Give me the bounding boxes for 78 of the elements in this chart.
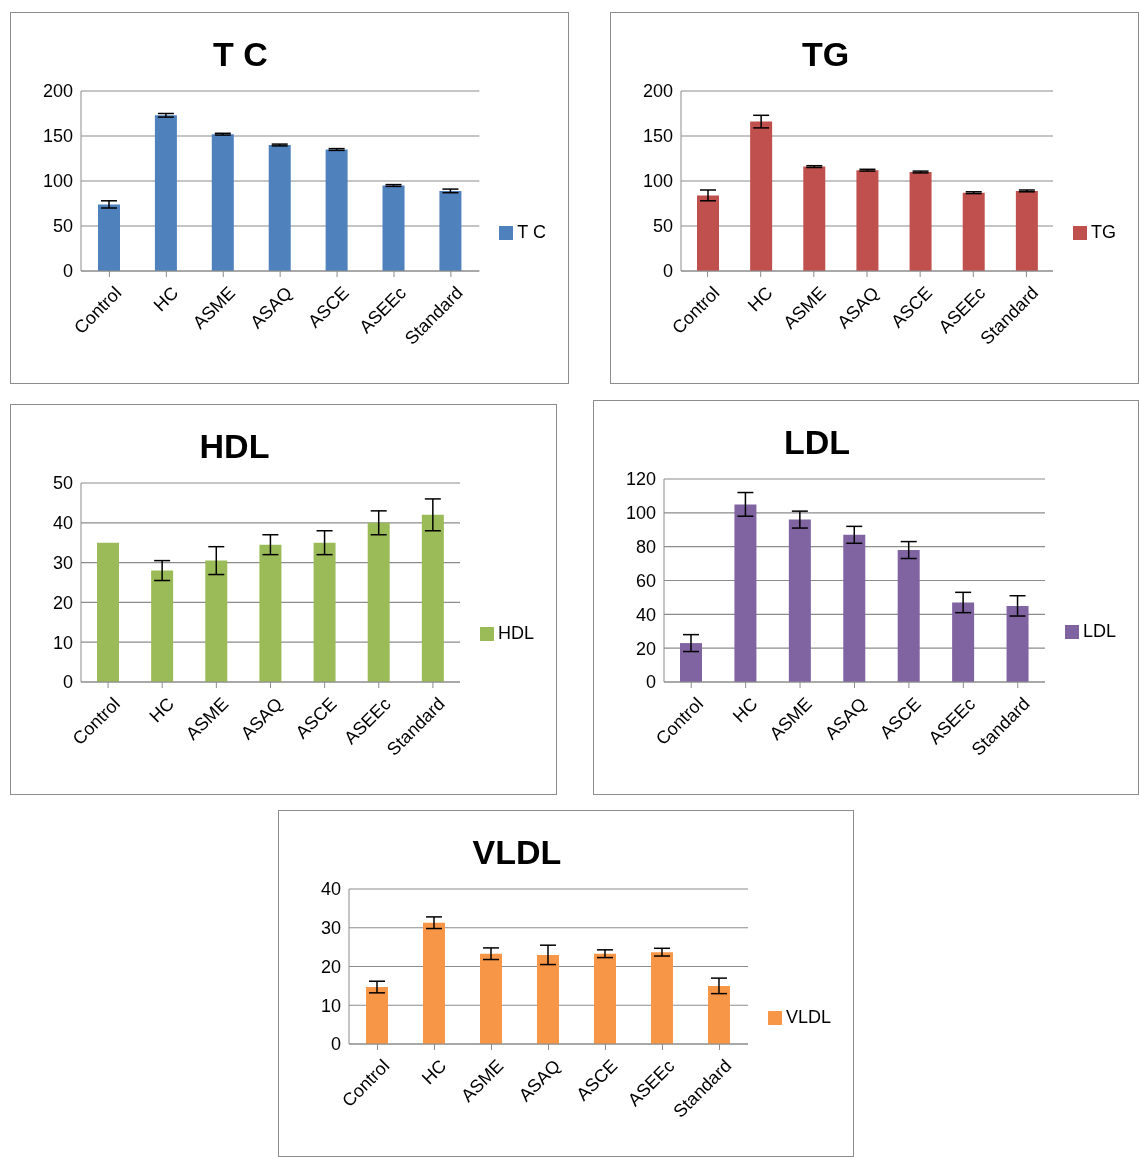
- chart-title: TG: [800, 35, 851, 74]
- y-tick-label: 150: [42, 126, 73, 147]
- y-tick-label: 150: [642, 126, 673, 147]
- y-tick-label: 40: [635, 604, 656, 625]
- bar: [697, 195, 719, 271]
- bar: [856, 170, 879, 271]
- bar: [788, 519, 811, 682]
- y-tick-label: 100: [625, 503, 656, 524]
- y-tick-label: 0: [645, 672, 656, 693]
- y-tick-label: 50: [52, 216, 73, 237]
- bar: [803, 166, 826, 271]
- bar: [421, 514, 444, 682]
- bar: [680, 643, 702, 682]
- bar: [98, 204, 120, 271]
- bar: [909, 172, 932, 271]
- bar: [952, 602, 975, 682]
- y-tick-label: 200: [642, 81, 673, 102]
- bar: [1006, 605, 1029, 682]
- y-tick-label: 30: [52, 552, 73, 573]
- y-tick-label: 200: [42, 81, 73, 102]
- bar: [650, 952, 673, 1044]
- bar: [151, 570, 174, 682]
- bar: [536, 954, 559, 1044]
- y-tick-label: 40: [52, 513, 73, 534]
- y-tick-label: 0: [62, 672, 73, 693]
- chart-title: VLDL: [471, 833, 563, 872]
- y-tick-label: 50: [652, 216, 673, 237]
- y-tick-label: 0: [330, 1034, 341, 1055]
- bar: [962, 192, 985, 271]
- bar: [734, 504, 757, 682]
- y-tick-label: 80: [635, 537, 656, 558]
- bar: [313, 542, 336, 682]
- y-tick-label: 20: [635, 638, 656, 659]
- x-tick-label: HC: [145, 693, 179, 727]
- bar: [750, 121, 773, 271]
- y-tick-label: 0: [662, 261, 673, 282]
- legend-label: LDL: [1082, 621, 1116, 641]
- y-tick-label: 20: [320, 956, 341, 977]
- x-tick-label: HC: [728, 693, 762, 727]
- y-tick-label: 10: [52, 632, 73, 653]
- y-tick-label: 10: [320, 995, 341, 1016]
- y-tick-label: 40: [320, 879, 341, 900]
- legend-label: TG: [1091, 221, 1116, 242]
- bar: [325, 149, 348, 271]
- bar: [707, 985, 730, 1044]
- y-tick-label: 20: [52, 592, 73, 613]
- y-tick-label: 50: [52, 473, 73, 494]
- legend-label: T C: [517, 221, 546, 242]
- bar: [593, 953, 616, 1044]
- legend-label: VLDL: [785, 1007, 831, 1027]
- bar: [382, 185, 405, 271]
- y-tick-label: 0: [62, 261, 73, 282]
- y-tick-label: 60: [635, 570, 656, 591]
- x-tick-label: HC: [149, 282, 183, 316]
- bar: [897, 550, 920, 682]
- bar: [259, 544, 282, 682]
- bar: [367, 522, 390, 682]
- y-tick-label: 30: [320, 918, 341, 939]
- bar: [268, 145, 291, 271]
- bar: [1015, 190, 1038, 271]
- y-tick-label: 100: [42, 171, 73, 192]
- bar: [479, 953, 502, 1044]
- x-tick-label: HC: [417, 1055, 451, 1089]
- y-tick-label: 120: [625, 469, 656, 490]
- bar: [366, 987, 388, 1044]
- chart-title: T C: [212, 35, 269, 74]
- chart-title: LDL: [782, 423, 852, 462]
- bar: [423, 922, 445, 1044]
- bar: [97, 542, 119, 682]
- y-tick-label: 100: [642, 171, 673, 192]
- legend-label: HDL: [497, 623, 534, 643]
- bar: [439, 190, 462, 271]
- chart-title: HDL: [198, 427, 271, 466]
- bar: [843, 534, 866, 682]
- x-tick-label: HC: [744, 282, 777, 316]
- bar: [205, 560, 228, 682]
- bar: [154, 115, 177, 271]
- bar: [211, 134, 234, 271]
